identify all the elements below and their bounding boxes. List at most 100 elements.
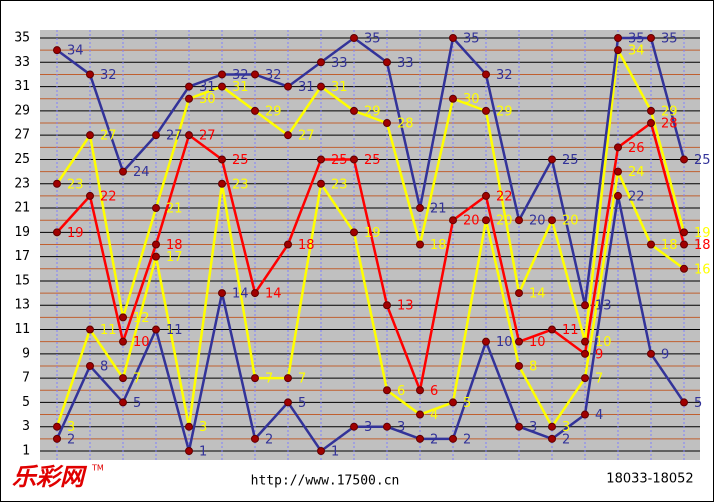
point xyxy=(647,119,655,128)
data-label: 20 xyxy=(496,214,513,229)
point xyxy=(53,228,61,237)
point xyxy=(119,337,127,346)
y-tick-label: 29 xyxy=(14,103,30,118)
point xyxy=(350,422,358,431)
data-label: 18 xyxy=(661,238,678,253)
data-label: 23 xyxy=(232,177,249,192)
data-label: 18 xyxy=(430,238,447,253)
point xyxy=(416,240,424,249)
point xyxy=(449,434,457,443)
point xyxy=(647,240,655,249)
y-tick-label: 23 xyxy=(14,176,30,191)
point xyxy=(581,301,589,310)
series-line xyxy=(55,46,686,343)
point xyxy=(152,325,160,334)
logo: 乐彩网 xyxy=(12,463,88,491)
data-label: 32 xyxy=(232,68,249,83)
point xyxy=(185,82,193,91)
point xyxy=(581,410,589,419)
data-label: 10 xyxy=(133,335,150,350)
data-label: 18 xyxy=(166,238,183,253)
point xyxy=(482,70,490,79)
point xyxy=(548,434,556,443)
data-label: 22 xyxy=(628,189,645,204)
point xyxy=(647,106,655,115)
y-tick-label: 21 xyxy=(14,201,30,216)
point xyxy=(86,325,94,334)
data-label: 14 xyxy=(232,287,249,302)
data-label: 3 xyxy=(562,420,570,435)
data-label: 8 xyxy=(529,359,537,374)
data-label: 35 xyxy=(661,32,678,47)
point xyxy=(383,386,391,395)
point xyxy=(515,289,523,298)
data-label: 29 xyxy=(496,104,513,119)
y-tick-label: 33 xyxy=(14,55,30,70)
y-tick-label: 7 xyxy=(22,371,30,386)
y-tick-label: 35 xyxy=(14,31,30,46)
point xyxy=(548,422,556,431)
point xyxy=(647,349,655,358)
data-label: 31 xyxy=(298,80,315,95)
data-label: 3 xyxy=(529,420,537,435)
y-tick-label: 9 xyxy=(22,346,30,361)
point xyxy=(218,155,226,164)
data-label: 5 xyxy=(463,396,471,411)
data-label: 18 xyxy=(694,238,711,253)
data-label: 1 xyxy=(199,445,207,460)
point xyxy=(152,131,160,140)
data-label: 27 xyxy=(298,129,315,144)
y-tick-label: 13 xyxy=(14,298,30,313)
y-tick-label: 19 xyxy=(14,225,30,240)
point xyxy=(251,70,259,79)
point xyxy=(284,398,292,407)
point xyxy=(119,374,127,383)
data-label: 30 xyxy=(463,92,480,107)
point xyxy=(53,422,61,431)
data-label: 25 xyxy=(364,153,381,168)
data-label: 27 xyxy=(100,129,117,144)
data-label: 2 xyxy=(67,432,75,447)
data-label: 16 xyxy=(694,262,711,277)
point xyxy=(449,398,457,407)
data-label: 7 xyxy=(298,372,306,387)
data-label: 9 xyxy=(595,347,603,362)
data-label: 4 xyxy=(430,408,438,423)
point xyxy=(614,46,622,55)
y-tick-label: 11 xyxy=(14,322,30,337)
point xyxy=(614,167,622,176)
data-label: 29 xyxy=(364,104,381,119)
point xyxy=(515,337,523,346)
point xyxy=(218,289,226,298)
point xyxy=(284,240,292,249)
data-label: 9 xyxy=(661,347,669,362)
point xyxy=(185,447,193,455)
series-line xyxy=(56,120,686,395)
point xyxy=(449,34,457,42)
data-label: 31 xyxy=(331,80,348,95)
data-label: 31 xyxy=(199,80,216,95)
data-label: 20 xyxy=(529,214,546,229)
data-label: 23 xyxy=(67,177,84,192)
data-label: 20 xyxy=(562,214,579,229)
data-label: 5 xyxy=(133,396,141,411)
data-label: 23 xyxy=(331,177,348,192)
point xyxy=(218,70,226,79)
data-label: 22 xyxy=(496,189,513,204)
point xyxy=(317,179,325,188)
data-label: 25 xyxy=(694,153,711,168)
point xyxy=(515,422,523,431)
data-label: 7 xyxy=(133,372,141,387)
point xyxy=(86,70,94,79)
point xyxy=(548,325,556,334)
point xyxy=(317,58,325,67)
point xyxy=(251,289,259,298)
point xyxy=(119,398,127,407)
point xyxy=(482,191,490,200)
data-label: 5 xyxy=(694,396,702,411)
data-label: 2 xyxy=(265,432,273,447)
data-label: 10 xyxy=(529,335,546,350)
point xyxy=(53,434,61,443)
point xyxy=(350,228,358,237)
